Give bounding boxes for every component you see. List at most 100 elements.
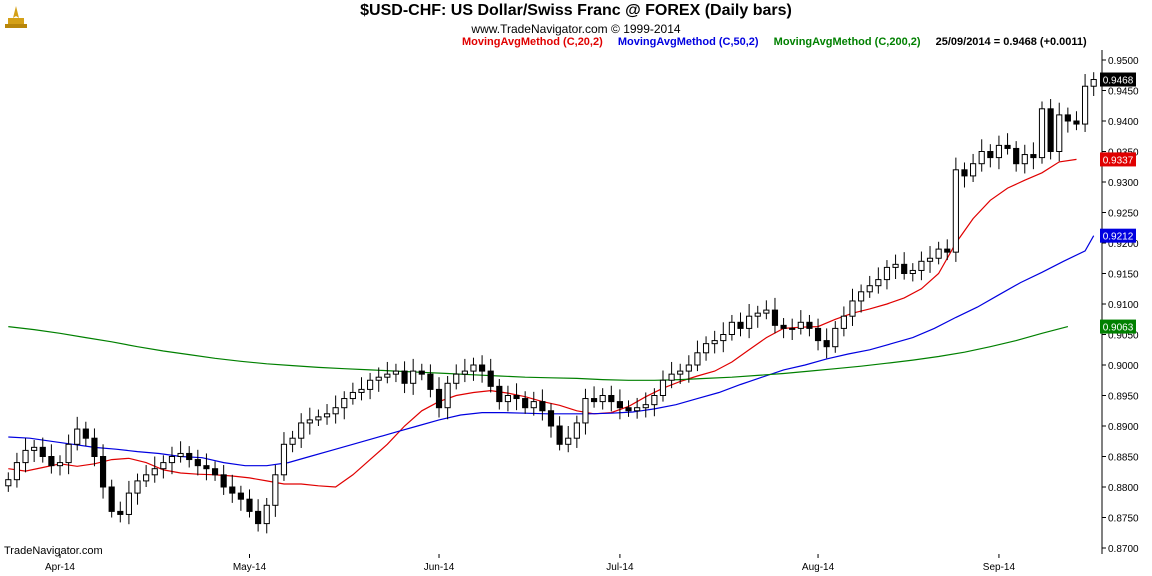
price-label: 0.9063 [1103, 323, 1134, 334]
candle-body [608, 395, 615, 403]
candle-body [211, 468, 219, 476]
candle-body [108, 486, 115, 512]
y-tick-label: 0.9050 [1108, 331, 1139, 342]
x-tick-label: Jul-14 [606, 562, 634, 573]
candle-body [401, 370, 408, 384]
y-tick-label: 0.8800 [1108, 483, 1139, 494]
candle-body [470, 364, 477, 372]
candle-body [435, 388, 443, 409]
candle-body [539, 401, 546, 412]
candle-body [410, 370, 417, 384]
candle-body [961, 169, 968, 177]
candle-body [849, 300, 856, 317]
candle-body [702, 343, 710, 354]
x-tick-label: Jun-14 [424, 562, 455, 573]
legend-item-ma50: MovingAvgMethod (C,50,2) [617, 36, 759, 48]
candle-body [31, 446, 38, 451]
ma-line-movingavgmethod-c-20-2- [8, 158, 1077, 488]
candle-body [487, 370, 494, 387]
candle-body [160, 462, 167, 470]
candle-body [823, 340, 830, 348]
candle-body [332, 407, 339, 415]
price-label-box [1100, 228, 1136, 243]
candle-body [522, 398, 529, 409]
candle-body [694, 352, 701, 366]
y-tick-label: 0.9250 [1108, 209, 1139, 220]
candle-body [39, 446, 46, 458]
candle-body [763, 309, 770, 314]
candle-body [453, 373, 460, 384]
candle-body [1013, 147, 1020, 165]
price-label: 0.9337 [1103, 155, 1134, 166]
candle-body [599, 395, 606, 403]
legend: MovingAvgMethod (C,20,2) MovingAvgMethod… [462, 36, 1099, 48]
candle-body [858, 291, 865, 302]
candle-body [143, 474, 150, 482]
candle-body [832, 327, 839, 348]
candle-body [754, 312, 761, 317]
trade-navigator-logo-icon [2, 4, 30, 37]
candle-body [720, 334, 727, 342]
candle-body [48, 456, 55, 467]
candle-body [789, 327, 796, 330]
candle-body [651, 395, 658, 406]
candle-body [677, 370, 684, 375]
x-tick-label: Apr-14 [45, 562, 75, 573]
candle-body [668, 373, 675, 381]
candle-body [125, 492, 132, 515]
candle-body [582, 398, 589, 424]
candle-body [944, 248, 951, 253]
candle-body [134, 480, 141, 494]
candle-body [814, 327, 822, 342]
y-tick-label: 0.8850 [1108, 453, 1139, 464]
candle-body [263, 504, 270, 525]
candle-body [926, 257, 934, 262]
candle-body [496, 385, 503, 403]
candle-body [375, 376, 382, 381]
candle-body [659, 379, 667, 396]
y-tick-label: 0.9000 [1108, 361, 1139, 372]
candle-body [56, 462, 64, 467]
candle-body [444, 382, 451, 409]
candle-body [315, 416, 322, 421]
candle-body [298, 422, 305, 439]
candle-body [547, 410, 555, 427]
candle-body [556, 425, 563, 445]
y-tick-label: 0.9100 [1108, 300, 1139, 311]
candle-body [737, 321, 744, 329]
y-tick-label: 0.9400 [1108, 117, 1139, 128]
candle-body [642, 404, 649, 409]
y-tick-label: 0.8750 [1108, 514, 1139, 525]
candle-body [866, 285, 873, 293]
candle-body [479, 364, 486, 372]
candle-body [513, 395, 520, 400]
candle-body [358, 388, 365, 393]
candle-body [1056, 114, 1063, 152]
candle-body [237, 492, 244, 500]
candle-body [65, 443, 72, 464]
candle-body [728, 321, 735, 335]
candle-body [168, 456, 176, 464]
y-tick-label: 0.8950 [1108, 392, 1139, 403]
price-label: 0.9212 [1103, 232, 1134, 243]
price-label-box [1100, 152, 1136, 167]
candle-body [1038, 108, 1046, 159]
candle-body [186, 452, 193, 461]
legend-last-value: 25/09/2014 = 0.9468 (+0.0011) [935, 36, 1087, 48]
candle-body [573, 422, 580, 439]
candle-body [625, 407, 632, 412]
candle-body [901, 263, 908, 275]
candle-body [74, 428, 81, 445]
candle-body [82, 428, 89, 439]
candle-body [840, 315, 847, 329]
candle-body [194, 459, 201, 467]
candle-body [1064, 114, 1071, 122]
footer-brand: TradeNavigator.com [4, 545, 103, 557]
candle-body [806, 321, 813, 329]
candle-body [418, 370, 425, 375]
candle-body [909, 269, 916, 275]
candle-body [255, 510, 262, 525]
candle-body [565, 437, 572, 445]
price-label: 0.9468 [1103, 76, 1134, 87]
candle-body [685, 364, 692, 372]
